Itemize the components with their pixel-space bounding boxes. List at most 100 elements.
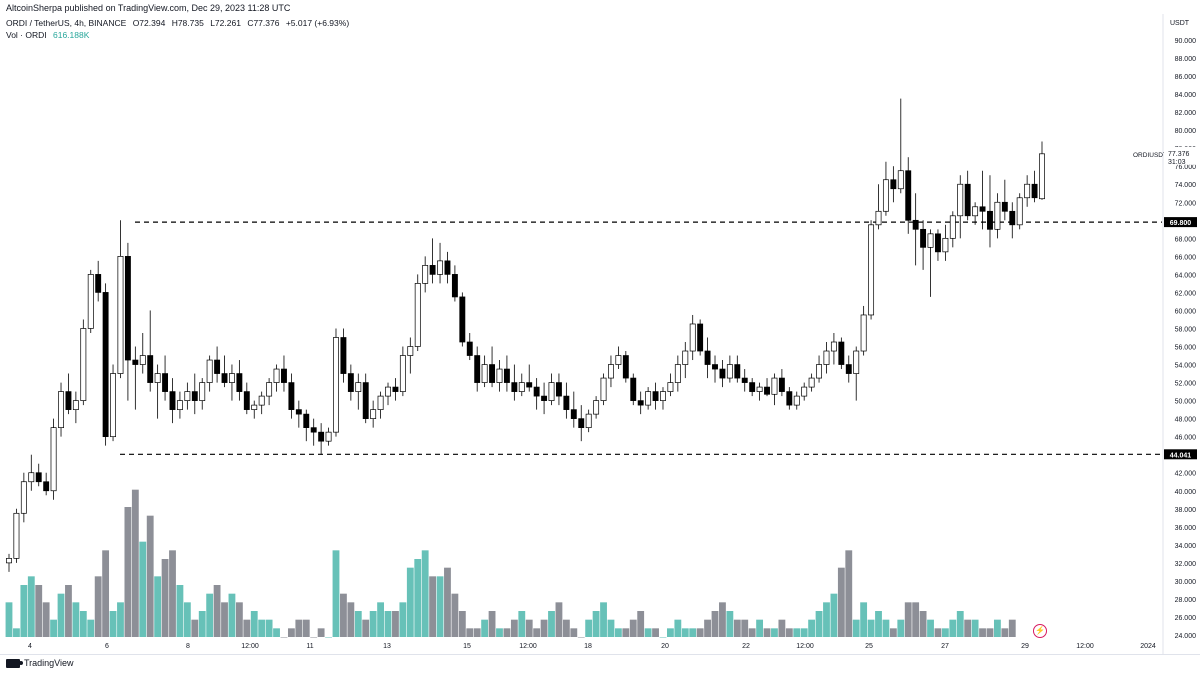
volume-bar (562, 619, 570, 637)
volume-bar (644, 628, 652, 637)
volume-bar (971, 619, 979, 637)
volume-bar (384, 611, 392, 637)
candle-body (399, 355, 406, 392)
candle-body (942, 237, 949, 253)
volume-bar (265, 619, 273, 637)
candle-body (697, 323, 704, 352)
volume-bar (287, 628, 295, 637)
volume-bar (273, 628, 280, 637)
volume-bar (823, 602, 830, 637)
volume-bar (35, 585, 43, 637)
volume-bar (548, 611, 555, 637)
volume-bar (243, 619, 251, 637)
volume-bar (733, 619, 741, 637)
candle-body (258, 395, 265, 406)
volume-bar (830, 593, 838, 637)
volume-bar (473, 628, 481, 637)
candle-body (987, 210, 993, 230)
candle-body (511, 382, 518, 392)
volume-bar (852, 619, 860, 637)
candle-body (496, 368, 503, 383)
volume-bar (466, 628, 474, 637)
volume-bar (897, 619, 905, 637)
candle-body (608, 364, 614, 379)
last-price-tag (1164, 146, 1198, 165)
candle-body (503, 368, 510, 383)
price-tick-label: 36.000 (1175, 525, 1197, 532)
volume-bar (748, 628, 756, 637)
candle-body (682, 350, 689, 365)
volume-bar (540, 619, 548, 637)
candle-body (838, 341, 845, 365)
candle-body (95, 274, 102, 293)
volume-bar (317, 628, 325, 637)
volume-bar (369, 611, 377, 637)
volume-bar (941, 628, 949, 637)
price-tick-label: 56.000 (1175, 345, 1197, 352)
candle-body (87, 274, 94, 329)
volume-bar (689, 628, 697, 637)
volume-bar (235, 602, 243, 637)
volume-bar (518, 611, 526, 637)
volume-bar (250, 611, 258, 637)
candle-body (340, 337, 347, 374)
volume-bar (815, 611, 823, 637)
candle-body (58, 391, 64, 428)
volume-bar (295, 619, 303, 637)
candle-body (660, 391, 666, 401)
volume-bar (20, 585, 28, 637)
volume-bar (956, 611, 964, 637)
countdown-label: 31:03 (1168, 159, 1186, 166)
symbol-name[interactable]: ORDI / TetherUS, 4h, BINANCE (6, 18, 127, 28)
price-axis-currency[interactable]: USDT (1170, 20, 1190, 27)
volume-bar (198, 611, 206, 637)
volume-bar (904, 602, 912, 637)
candle-body (451, 274, 458, 298)
volume-bar (600, 602, 607, 637)
low-value: L72.261 (210, 18, 241, 28)
candle-body (1031, 183, 1038, 199)
volume-bar (785, 628, 793, 637)
tradingview-logo: TradingView (6, 658, 74, 668)
volume-bar (510, 619, 518, 637)
candle-body (333, 337, 339, 433)
price-tick-label: 72.000 (1175, 200, 1197, 207)
volume-bar (674, 619, 682, 637)
candle-body (652, 391, 659, 401)
candle-body (741, 377, 748, 383)
volume-bar (421, 550, 429, 637)
change-value: +5.017 (+6.93%) (285, 18, 350, 28)
candle-body (266, 382, 273, 397)
price-tick-label: 54.000 (1175, 363, 1197, 370)
volume-bar (72, 602, 80, 637)
candle-body (570, 409, 577, 419)
time-tick-label: 12:00 (519, 643, 537, 650)
bolt-icon[interactable]: ⚡ (1033, 624, 1047, 638)
candle-body (890, 179, 897, 190)
volume-bar (927, 619, 934, 637)
candle-body (994, 201, 1001, 230)
tradingview-logo-text: TradingView (24, 658, 74, 668)
time-tick-label: 12:00 (241, 643, 259, 650)
volume-bar (726, 611, 734, 637)
volume-bar (481, 619, 489, 637)
volume-bar (533, 628, 541, 637)
volume-bar (570, 628, 578, 637)
volume-label[interactable]: Vol · ORDI (6, 30, 47, 40)
volume-bar (711, 611, 719, 637)
volume-bar (993, 619, 1001, 637)
price-tick-label: 82.000 (1175, 110, 1197, 117)
price-tick-label: 76.000 (1175, 164, 1197, 171)
candle-body (132, 359, 139, 365)
volume-bar (131, 489, 139, 637)
candle-body (823, 350, 830, 365)
candle-body (1039, 153, 1045, 200)
price-tick-label: 90.000 (1175, 38, 1197, 45)
volume-bar (169, 550, 176, 637)
candle-body (585, 413, 592, 429)
candle-body (206, 359, 213, 383)
high-value: H78.735 (171, 18, 204, 28)
volume-bar (280, 637, 288, 638)
candle-body (377, 395, 384, 410)
